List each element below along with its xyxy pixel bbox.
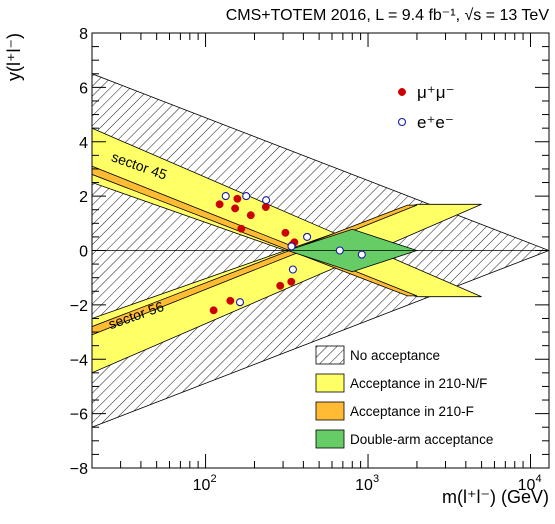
y-tick-label-3: −2 [70, 298, 88, 315]
y-tick-label-5: 2 [79, 189, 88, 206]
point-1-5 [288, 265, 297, 274]
point-0-3 [231, 204, 240, 213]
point-1-7 [335, 246, 344, 255]
legend-swatch-2 [315, 401, 345, 421]
y-tick-label-8: 8 [79, 26, 88, 43]
legend-text-0: No acceptance [350, 348, 440, 363]
point-0-4 [233, 194, 242, 203]
point-1-8 [357, 250, 366, 259]
point-0-9 [281, 228, 290, 237]
point-0-8 [276, 281, 285, 290]
x-tick-label-exp-1: 3 [373, 473, 379, 485]
point-1-6 [303, 232, 312, 241]
legend-label-0: μ⁺μ⁻ [417, 83, 455, 102]
axis-ticks [91, 32, 549, 469]
legend-text-2: Acceptance in 210-F [350, 404, 474, 419]
point-1-2 [242, 192, 251, 201]
x-tick-label-2: 10 [518, 477, 536, 494]
legend-text-1: Acceptance in 210-N/F [350, 376, 487, 391]
point-1-1 [235, 298, 245, 307]
series-legend: μ⁺μ⁻ e⁺e⁻ [397, 83, 455, 132]
y-axis-title: y(l⁺l⁻) [4, 33, 24, 81]
x-tick-label-0: 10 [193, 477, 211, 494]
y-tick-label-0: −8 [70, 461, 88, 478]
y-tick-label-2: −4 [70, 352, 88, 369]
legend-label-1: e⁺e⁻ [417, 113, 454, 132]
point-0-2 [226, 296, 235, 305]
point-0-1 [215, 200, 224, 209]
x-tick-label-exp-2: 4 [535, 473, 541, 485]
point-0-5 [237, 224, 246, 233]
x-axis-title: m(l⁺l⁻) (GeV) [442, 487, 549, 507]
point-0-6 [246, 211, 255, 220]
y-tick-label-1: −6 [70, 407, 88, 424]
data-points [209, 192, 366, 315]
point-1-4 [287, 242, 296, 251]
point-0-7 [261, 203, 270, 211]
chart-title: CMS+TOTEM 2016, L = 9.4 fb⁻¹, √s = 13 Te… [226, 7, 550, 24]
regions-legend: No acceptance Acceptance in 210-N/F Accept… [315, 345, 493, 449]
y-tick-label-7: 6 [79, 80, 88, 97]
legend-text-3: Double-arm acceptance [350, 432, 493, 447]
legend-swatch-0 [315, 345, 345, 365]
legend-marker-1 [397, 117, 407, 127]
point-1-3 [262, 196, 271, 205]
legend-marker-0 [398, 88, 406, 96]
point-0-10 [287, 277, 296, 286]
legend-swatch-1 [315, 373, 345, 393]
x-tick-label-1: 10 [355, 477, 373, 494]
x-tick-label-exp-0: 2 [211, 473, 217, 485]
point-0-0 [209, 306, 218, 315]
y-tick-label-4: 0 [79, 244, 88, 261]
legend-swatch-3 [315, 429, 345, 449]
y-tick-label-6: 4 [79, 135, 88, 152]
point-1-0 [221, 192, 230, 201]
